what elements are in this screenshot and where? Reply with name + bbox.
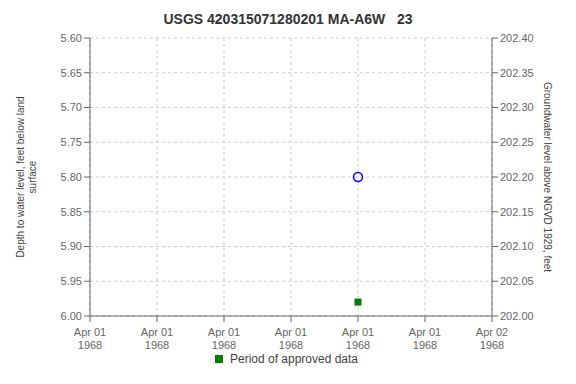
svg-text:202.00: 202.00 xyxy=(500,310,534,322)
svg-text:5.75: 5.75 xyxy=(61,136,82,148)
svg-text:Depth to water level, feet bel: Depth to water level, feet below landsur… xyxy=(15,96,38,257)
svg-text:5.65: 5.65 xyxy=(61,67,82,79)
svg-text:5.70: 5.70 xyxy=(61,101,82,113)
svg-text:202.15: 202.15 xyxy=(500,206,534,218)
svg-text:202.35: 202.35 xyxy=(500,67,534,79)
svg-text:202.25: 202.25 xyxy=(500,136,534,148)
svg-text:Apr 011968: Apr 011968 xyxy=(74,326,106,351)
html-text:USGS 420315071280201 MA-A6W 23: USGS 420315071280201 MA-A6W 23 xyxy=(163,11,413,27)
svg-text:202.05: 202.05 xyxy=(500,275,534,287)
svg-text:5.85: 5.85 xyxy=(61,206,82,218)
svg-text:Apr 011968: Apr 011968 xyxy=(208,326,240,351)
svg-text:202.20: 202.20 xyxy=(500,171,534,183)
svg-text:Apr 011968: Apr 011968 xyxy=(342,326,374,351)
svg-text:5.60: 5.60 xyxy=(61,32,82,44)
svg-text:Apr 021968: Apr 021968 xyxy=(476,326,508,351)
svg-text:5.80: 5.80 xyxy=(61,171,82,183)
svg-text:Groundwater level above NGVD 1: Groundwater level above NGVD 1929, feet xyxy=(542,82,553,272)
svg-text:Apr 011968: Apr 011968 xyxy=(141,326,173,351)
html-text:Period of approved data: Period of approved data xyxy=(230,352,358,366)
svg-text:6.00: 6.00 xyxy=(61,310,82,322)
svg-text:Apr 011968: Apr 011968 xyxy=(409,326,441,351)
svg-text:5.90: 5.90 xyxy=(61,240,82,252)
svg-text:202.40: 202.40 xyxy=(500,32,534,44)
svg-text:5.95: 5.95 xyxy=(61,275,82,287)
svg-text:202.30: 202.30 xyxy=(500,101,534,113)
svg-text:Apr 011968: Apr 011968 xyxy=(275,326,307,351)
svg-text:202.10: 202.10 xyxy=(500,240,534,252)
